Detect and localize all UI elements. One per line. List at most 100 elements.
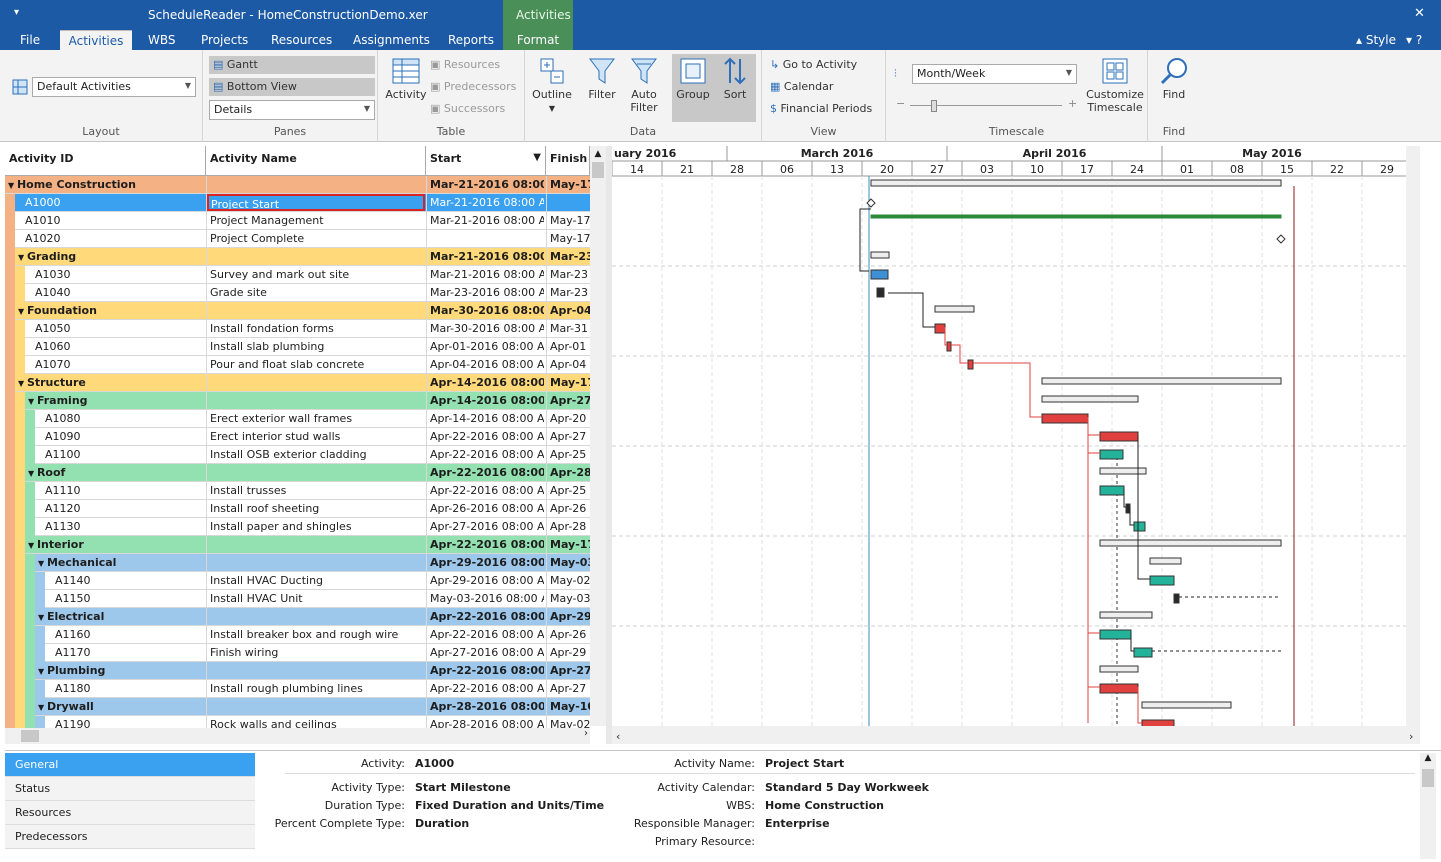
collapse-icon[interactable]: ▼ [28, 397, 37, 406]
menu-projects[interactable]: Projects [201, 33, 249, 47]
table-row[interactable]: A1080 Erect exterior wall frames Apr-14-20… [5, 410, 590, 428]
table-row[interactable]: A1090 Erect interior stud walls Apr-22-201… [5, 428, 590, 446]
filter-indicator-icon[interactable]: ▼ [533, 152, 541, 163]
auto-filter-button[interactable]: Auto Filter [623, 56, 665, 114]
layout-dropdown[interactable]: Default Activities ▼ [32, 77, 196, 97]
financial-periods-button[interactable]: $ Financial Periods [770, 102, 873, 115]
milestone-diamond[interactable] [866, 198, 876, 208]
summary-bar[interactable] [1041, 395, 1139, 403]
activity-bar[interactable] [1099, 683, 1139, 694]
timescale-dropdown[interactable]: Month/Week ▼ [912, 64, 1077, 84]
group-row[interactable]: ▼ Roof Apr-22-2016 08:00 Apr-28 [5, 464, 590, 482]
table-row[interactable]: A1150 Install HVAC Unit May-03-2016 08:00 … [5, 590, 590, 608]
scroll-right-icon[interactable]: › [1409, 730, 1413, 743]
activity-bar[interactable] [870, 269, 889, 280]
table-row[interactable]: A1060 Install slab plumbing Apr-01-2016 08… [5, 338, 590, 356]
quick-access-dropdown[interactable]: ▾ [14, 7, 20, 18]
activity-bar[interactable] [1173, 593, 1180, 604]
find-button[interactable]: Find [1154, 56, 1194, 101]
collapse-icon[interactable]: ▼ [38, 559, 47, 568]
table-row[interactable]: A1130 Install paper and shingles Apr-27-20… [5, 518, 590, 536]
slider-thumb[interactable] [931, 100, 937, 112]
resources-table-button[interactable]: ▣ Resources [430, 58, 501, 71]
table-row[interactable]: A1120 Install roof sheeting Apr-26-2016 08… [5, 500, 590, 518]
col-finish[interactable]: Finish [546, 146, 590, 176]
col-start[interactable]: Start ▼ [426, 146, 546, 176]
table-row[interactable]: A1110 Install trusses Apr-22-2016 08:00 A A… [5, 482, 590, 500]
table-row[interactable]: A1070 Pour and float slab concrete Apr-04-… [5, 356, 590, 374]
filter-button[interactable]: Filter [581, 56, 623, 101]
summary-bar[interactable] [1141, 701, 1232, 709]
table-row[interactable]: A1030 Survey and mark out site Mar-21-2016… [5, 266, 590, 284]
menu-wbs[interactable]: WBS [148, 33, 176, 47]
collapse-icon[interactable]: ▼ [18, 379, 27, 388]
details-dropdown[interactable]: Details ▼ [209, 100, 375, 120]
group-row[interactable]: ▼ Home Construction Mar-21-2016 08:00 May-… [5, 176, 590, 194]
bottom-view-toggle[interactable]: ▤ Bottom View [209, 78, 375, 96]
table-row[interactable]: A1160 Install breaker box and rough wire A… [5, 626, 590, 644]
outline-button[interactable]: Outline ▼ [529, 56, 575, 114]
tab-status[interactable]: Status [5, 777, 255, 801]
col-activity-name[interactable]: Activity Name [206, 146, 426, 176]
scroll-thumb[interactable] [592, 162, 604, 178]
gantt-toggle[interactable]: ▤ Gantt [209, 56, 375, 74]
grid-horizontal-scrollbar[interactable]: › [5, 728, 590, 744]
details-scrollbar[interactable]: ▲ [1420, 753, 1436, 859]
milestone-diamond[interactable] [1276, 234, 1286, 244]
group-row[interactable]: ▼ Drywall Apr-28-2016 08:00 May-10 [5, 698, 590, 716]
successors-table-button[interactable]: ▣ Successors [430, 102, 506, 115]
collapse-icon[interactable]: ▼ [38, 613, 47, 622]
scroll-left-icon[interactable]: ‹ [616, 730, 620, 743]
summary-bar[interactable] [870, 179, 1282, 187]
menu-resources[interactable]: Resources [271, 33, 333, 47]
summary-bar[interactable] [1099, 467, 1147, 475]
activity-bar[interactable] [1099, 485, 1125, 496]
zoom-in-icon[interactable]: + [1068, 97, 1078, 110]
table-row[interactable]: A1140 Install HVAC Ducting Apr-29-2016 08:… [5, 572, 590, 590]
group-row[interactable]: ▼ Electrical Apr-22-2016 08:00 Apr-29 [5, 608, 590, 626]
customize-timescale-button[interactable]: Customize Timescale [1086, 56, 1144, 114]
collapse-icon[interactable]: ▼ [18, 253, 27, 262]
summary-bar[interactable] [870, 251, 890, 259]
summary-bar[interactable] [1149, 557, 1182, 565]
group-row[interactable]: ▼ Structure Apr-14-2016 08:00 May-17 [5, 374, 590, 392]
menu-reports[interactable]: Reports [448, 33, 495, 47]
table-row[interactable]: A1100 Install OSB exterior cladding Apr-22… [5, 446, 590, 464]
collapse-icon[interactable]: ▼ [38, 703, 47, 712]
table-row[interactable]: A1000 Project Start Mar-21-2016 08:00 A [5, 194, 590, 212]
group-row[interactable]: ▼ Plumbing Apr-22-2016 08:00 Apr-27 [5, 662, 590, 680]
summary-bar[interactable] [1041, 377, 1282, 385]
activity-bar[interactable] [1133, 647, 1153, 658]
group-row[interactable]: ▼ Mechanical Apr-29-2016 08:00 May-03 [5, 554, 590, 572]
timescale-zoom-slider[interactable]: − + [896, 97, 1078, 112]
group-row[interactable]: ▼ Interior Apr-22-2016 08:00 May-17 [5, 536, 590, 554]
activity-bar[interactable] [1099, 449, 1124, 460]
group-row[interactable]: ▼ Framing Apr-14-2016 08:00 Apr-27 [5, 392, 590, 410]
gantt-vertical-scrollbar[interactable] [1406, 146, 1420, 726]
table-row[interactable]: A1180 Install rough plumbing lines Apr-22-… [5, 680, 590, 698]
collapse-icon[interactable]: ▼ [28, 469, 37, 478]
summary-bar[interactable] [934, 305, 975, 313]
summary-bar[interactable] [1099, 611, 1153, 619]
activity-bar[interactable] [1125, 503, 1131, 514]
menu-format[interactable]: Format [503, 30, 573, 50]
menu-file[interactable]: File [20, 33, 41, 47]
activity-bar[interactable] [1099, 431, 1139, 442]
pane-splitter[interactable] [606, 146, 612, 744]
menu-assignments[interactable]: Assignments [353, 33, 430, 47]
details-scroll-thumb[interactable] [1422, 769, 1434, 787]
activity-bar[interactable] [934, 323, 946, 334]
activity-bar[interactable] [1149, 575, 1175, 586]
scroll-right-icon[interactable]: › [584, 728, 588, 739]
tab-resources[interactable]: Resources [5, 801, 255, 825]
activity-bar[interactable] [876, 287, 885, 298]
collapse-icon[interactable]: ▼ [18, 307, 27, 316]
activity-table-button[interactable]: Activity [384, 56, 428, 101]
details-scroll-up-icon[interactable]: ▲ [1424, 753, 1432, 763]
activity-bar[interactable] [946, 341, 952, 352]
activity-bar[interactable] [1133, 521, 1146, 532]
close-icon[interactable]: ✕ [1414, 6, 1425, 21]
collapse-icon[interactable]: ▼ [28, 541, 37, 550]
grid-vertical-scrollbar[interactable]: ▲ [590, 146, 606, 726]
style-menu[interactable]: ▴ Style [1356, 33, 1396, 47]
